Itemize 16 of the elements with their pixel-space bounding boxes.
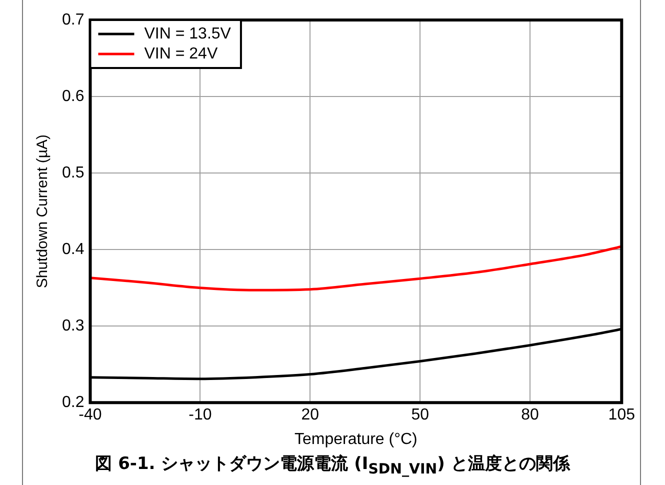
legend-label: VIN = 13.5V bbox=[144, 25, 232, 42]
x-tick-label: 105 bbox=[608, 406, 636, 424]
y-tick-label: 0.5 bbox=[62, 164, 84, 182]
y-tick-label: 0.6 bbox=[62, 88, 84, 105]
x-axis-title: Temperature (°C) bbox=[294, 430, 418, 448]
legend-label: VIN = 24V bbox=[144, 45, 218, 62]
y-tick-label: 0.3 bbox=[62, 317, 84, 334]
x-tick-label: 50 bbox=[411, 406, 430, 424]
y-tick-label: 0.4 bbox=[62, 240, 84, 258]
x-tick-label: 20 bbox=[301, 406, 320, 424]
x-tick-label: 80 bbox=[521, 406, 540, 424]
x-tick-label: -10 bbox=[188, 406, 212, 424]
line-series bbox=[90, 245, 622, 292]
text: 図 6-1. シャットダウン電源電流 (I$_{SDN_VIN}$) と温度との関係 bbox=[94, 453, 572, 478]
y-tick-label: 0.7 bbox=[62, 11, 84, 28]
y-axis-title: Shutdown Current (µA) bbox=[34, 134, 52, 288]
